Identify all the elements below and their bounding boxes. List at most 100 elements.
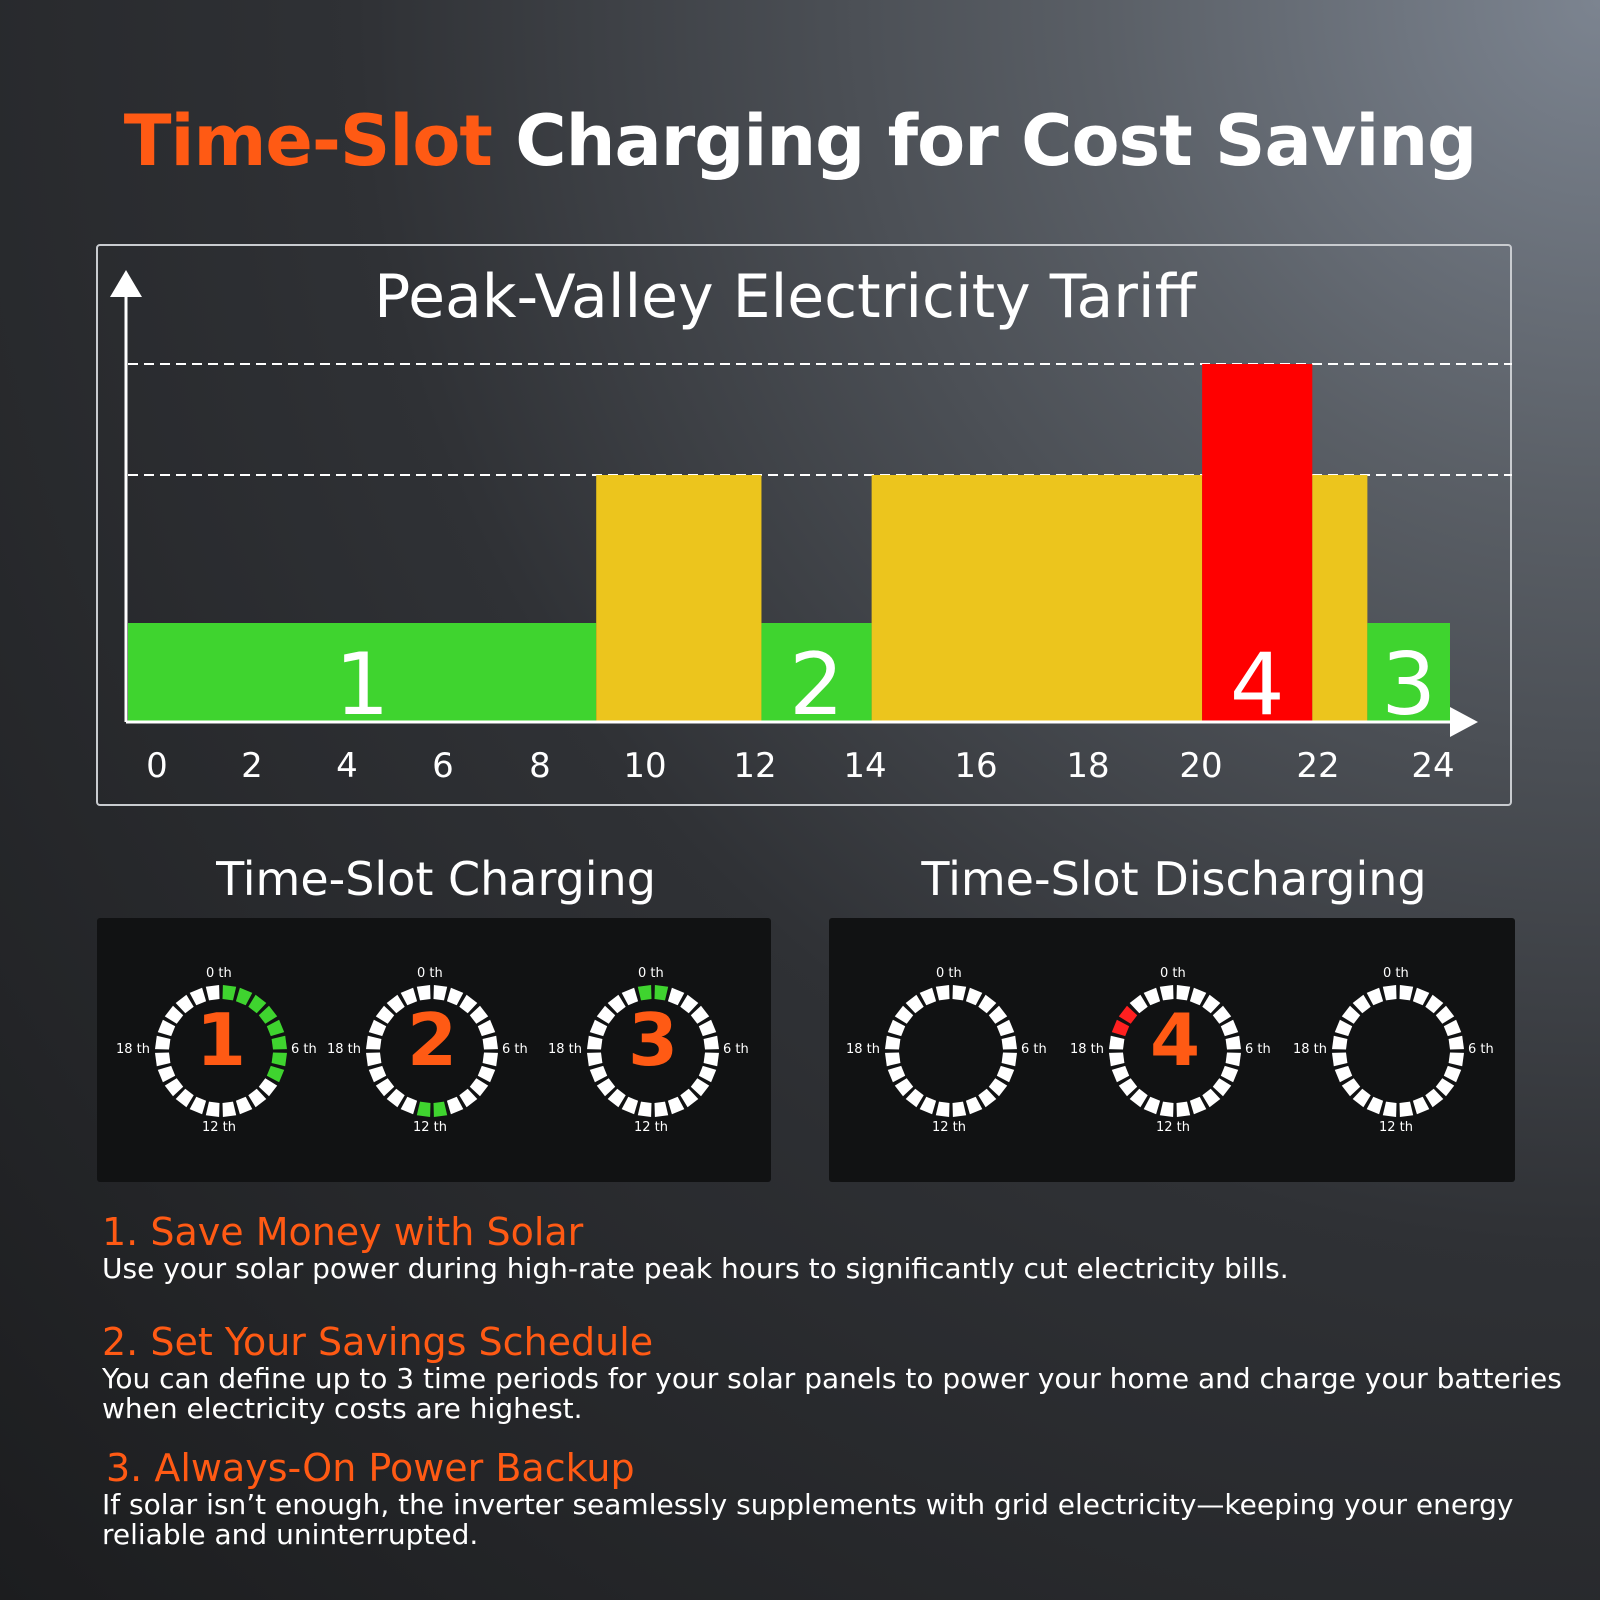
hour-segment [1001, 1035, 1017, 1050]
hour-segment [1332, 1035, 1348, 1050]
dial-label-left: 18 th [327, 1042, 362, 1057]
x-tick-label: 6 [432, 746, 454, 786]
hour-segment [1399, 1101, 1414, 1117]
hour-segment [978, 1088, 997, 1108]
hour-segment [667, 1096, 685, 1115]
hour-segment [680, 1088, 699, 1108]
hour-segment [887, 1065, 906, 1083]
dial-label-left: 18 th [1293, 1042, 1328, 1057]
feature-2-heading: 2. Set Your Savings Schedule [102, 1320, 654, 1364]
hour-segment [482, 1052, 498, 1067]
hour-segment [996, 1065, 1015, 1083]
hour-segment [1399, 985, 1414, 1001]
hour-segment [1425, 1088, 1444, 1108]
hour-segment [157, 1019, 176, 1037]
hour-segment [607, 994, 626, 1014]
hour-segment [222, 1101, 237, 1117]
hour-segment [1412, 987, 1430, 1006]
hour-segment [1159, 985, 1174, 1001]
discharging-dial-2: 0 th 6 th 12 th 18 th 4 [1070, 956, 1271, 1146]
active-hour-segment [654, 985, 669, 1001]
hour-segment [1109, 1052, 1125, 1067]
hour-segment [919, 987, 937, 1006]
x-tick-label: 20 [1179, 746, 1222, 786]
hour-segment [621, 1096, 639, 1115]
hour-segment [1341, 1078, 1361, 1097]
hour-segment [1382, 1101, 1397, 1117]
hour-segment [155, 1052, 171, 1067]
hour-segment [587, 1035, 603, 1050]
hour-segment [698, 1019, 717, 1037]
dial-label-right: 6 th [1245, 1042, 1271, 1057]
hour-segment [919, 1096, 937, 1115]
bar-label: 4 [1230, 635, 1285, 735]
clock-ring-icon [1109, 985, 1241, 1117]
x-axis-arrow [1450, 707, 1478, 737]
hour-segment [164, 1005, 184, 1024]
hour-segment [1366, 1096, 1384, 1115]
tariff-bar [871, 475, 1203, 722]
hour-segment [621, 987, 639, 1006]
hour-segment [1189, 1096, 1207, 1115]
hour-segment [1352, 994, 1371, 1014]
hour-segment [416, 985, 431, 1001]
hour-segment [894, 1078, 914, 1097]
hour-segment [1225, 1052, 1241, 1067]
hour-segment [469, 1078, 489, 1097]
hour-segment [698, 1065, 717, 1083]
hour-segment [654, 1101, 669, 1117]
hour-segment [1189, 987, 1207, 1006]
tariff-bar [1202, 364, 1313, 722]
dial-label-right: 6 th [1468, 1042, 1494, 1057]
tariff-chart: 1 2 4 30 2 4 6 8 10 12 14 16 18 20 22 24 [128, 364, 1478, 786]
feature-2: 2. Set Your Savings Schedule You can def… [102, 1320, 1562, 1424]
hour-segment [1341, 1005, 1361, 1024]
hour-segment [1448, 1052, 1464, 1067]
hour-segment [965, 1096, 983, 1115]
hour-segment [680, 994, 699, 1014]
tariff-bar [128, 623, 597, 722]
hour-segment [637, 1101, 652, 1117]
hour-segment [205, 985, 220, 1001]
hour-segment [589, 1019, 608, 1037]
charging-panel: 0 th 6 th 12 th 18 th 1 0 th 6 th 12 th 18 th 2 0 … [97, 918, 771, 1182]
hour-segment [368, 1065, 387, 1083]
hour-segment [885, 1035, 901, 1050]
tariff-bar [1367, 623, 1450, 722]
hour-segment [1202, 1088, 1221, 1108]
hour-segment [1143, 987, 1161, 1006]
hour-segment [1448, 1035, 1464, 1050]
page-title: Time-Slot Charging for Cost Saving [0, 100, 1600, 182]
hour-segment [366, 1052, 382, 1067]
dial-label-right: 6 th [723, 1042, 749, 1057]
active-hour-segment [258, 1005, 278, 1024]
hour-segment [1366, 987, 1384, 1006]
active-hour-segment [235, 987, 253, 1006]
dial-number: 2 [406, 998, 458, 1082]
dial-label-left: 18 th [846, 1042, 881, 1057]
dial-label-top: 0 th [1383, 966, 1409, 981]
hour-segment [905, 994, 924, 1014]
hour-segment [885, 1052, 901, 1067]
hour-segment [189, 987, 207, 1006]
hour-segment [1212, 1078, 1232, 1097]
discharging-dial-1: 0 th 6 th 12 th 18 th [846, 956, 1047, 1146]
x-tick-label: 4 [336, 746, 358, 786]
active-hour-segment [1111, 1019, 1130, 1037]
hour-segment [368, 1019, 387, 1037]
hour-segment [690, 1078, 710, 1097]
hour-segment [1001, 1052, 1017, 1067]
hour-segment [589, 1065, 608, 1083]
active-hour-segment [266, 1019, 285, 1037]
clock-ring-icon [155, 985, 287, 1117]
dial-label-right: 6 th [502, 1042, 528, 1057]
tariff-bar [761, 623, 872, 722]
bar-label: 1 [335, 635, 390, 735]
active-hour-segment [266, 1065, 285, 1083]
feature-3: 3. Always-On Power Backup If solar isn’t… [102, 1446, 1562, 1550]
hour-segment [988, 1005, 1008, 1024]
hour-segment [258, 1078, 278, 1097]
hour-segment [596, 1005, 616, 1024]
hour-segment [433, 985, 448, 1001]
hour-segment [1225, 1035, 1241, 1050]
